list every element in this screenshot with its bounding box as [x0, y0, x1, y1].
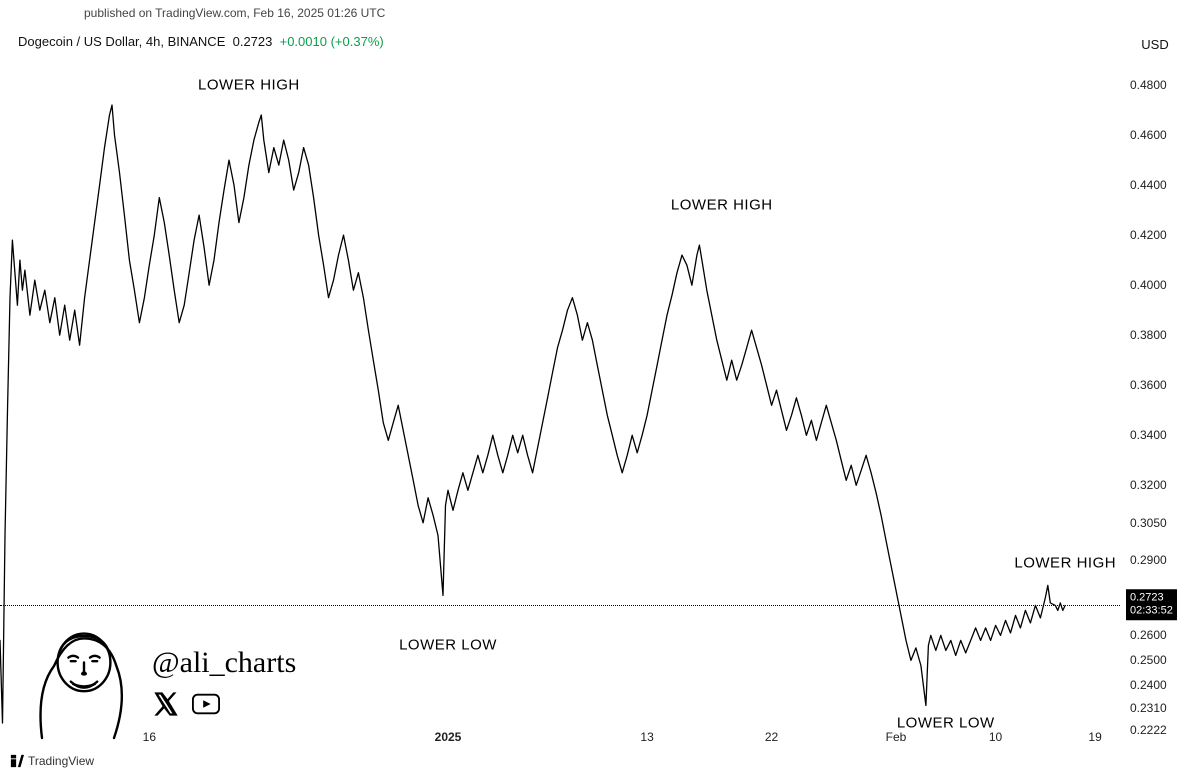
tradingview-footer: TradingView [10, 754, 94, 768]
currency-label: USD [1130, 34, 1180, 55]
current-price-line [0, 605, 1120, 606]
change-pct: (+0.37%) [331, 34, 384, 49]
y-tick: 0.4200 [1130, 228, 1167, 242]
x-tick: Feb [886, 730, 907, 744]
chart-annotation: LOWER HIGH [198, 77, 300, 94]
x-tick: 19 [1088, 730, 1101, 744]
author-handle: @ali_charts [152, 646, 296, 680]
y-tick: 0.2400 [1130, 678, 1167, 692]
avatar-sketch [18, 624, 138, 744]
pair-label: Dogecoin / US Dollar, 4h, BINANCE [18, 34, 225, 49]
y-tick: 0.2500 [1130, 653, 1167, 667]
change-abs: +0.0010 [280, 34, 327, 49]
price-value: 0.2723 [233, 34, 273, 49]
y-tick: 0.2600 [1130, 628, 1167, 642]
x-tick: 13 [640, 730, 653, 744]
chart-annotation: LOWER HIGH [671, 197, 773, 214]
x-icon [152, 690, 180, 723]
y-tick: 0.4800 [1130, 78, 1167, 92]
published-line: published on TradingView.com, Feb 16, 20… [84, 6, 385, 20]
y-tick: 0.3800 [1130, 328, 1167, 342]
author-watermark: @ali_charts [18, 624, 296, 744]
chart-annotation: LOWER LOW [399, 637, 497, 654]
x-tick: 22 [765, 730, 778, 744]
x-tick: 10 [989, 730, 1002, 744]
y-tick: 0.4400 [1130, 178, 1167, 192]
footer-brand-text: TradingView [28, 754, 94, 768]
tradingview-icon [10, 754, 24, 768]
y-tick: 0.2900 [1130, 553, 1167, 567]
x-tick: 2025 [435, 730, 462, 744]
y-tick: 0.3200 [1130, 478, 1167, 492]
youtube-icon [192, 690, 220, 723]
y-tick: 0.4600 [1130, 128, 1167, 142]
chart-header: Dogecoin / US Dollar, 4h, BINANCE 0.2723… [18, 34, 384, 49]
y-tick: 0.3050 [1130, 516, 1167, 530]
chart-annotation: LOWER LOW [897, 714, 995, 731]
y-tick: 0.4000 [1130, 278, 1167, 292]
y-tick: 0.3400 [1130, 428, 1167, 442]
y-tick: 0.3600 [1130, 378, 1167, 392]
y-tick: 0.2222 [1130, 723, 1167, 737]
current-price-box: 0.272302:33:52 [1126, 589, 1177, 621]
chart-annotation: LOWER HIGH [1014, 554, 1116, 571]
y-tick: 0.2310 [1130, 701, 1167, 715]
y-axis: 0.4800 0.4600 0.4400 0.4200 0.4000 0.3800 0.36… [1120, 60, 1200, 730]
